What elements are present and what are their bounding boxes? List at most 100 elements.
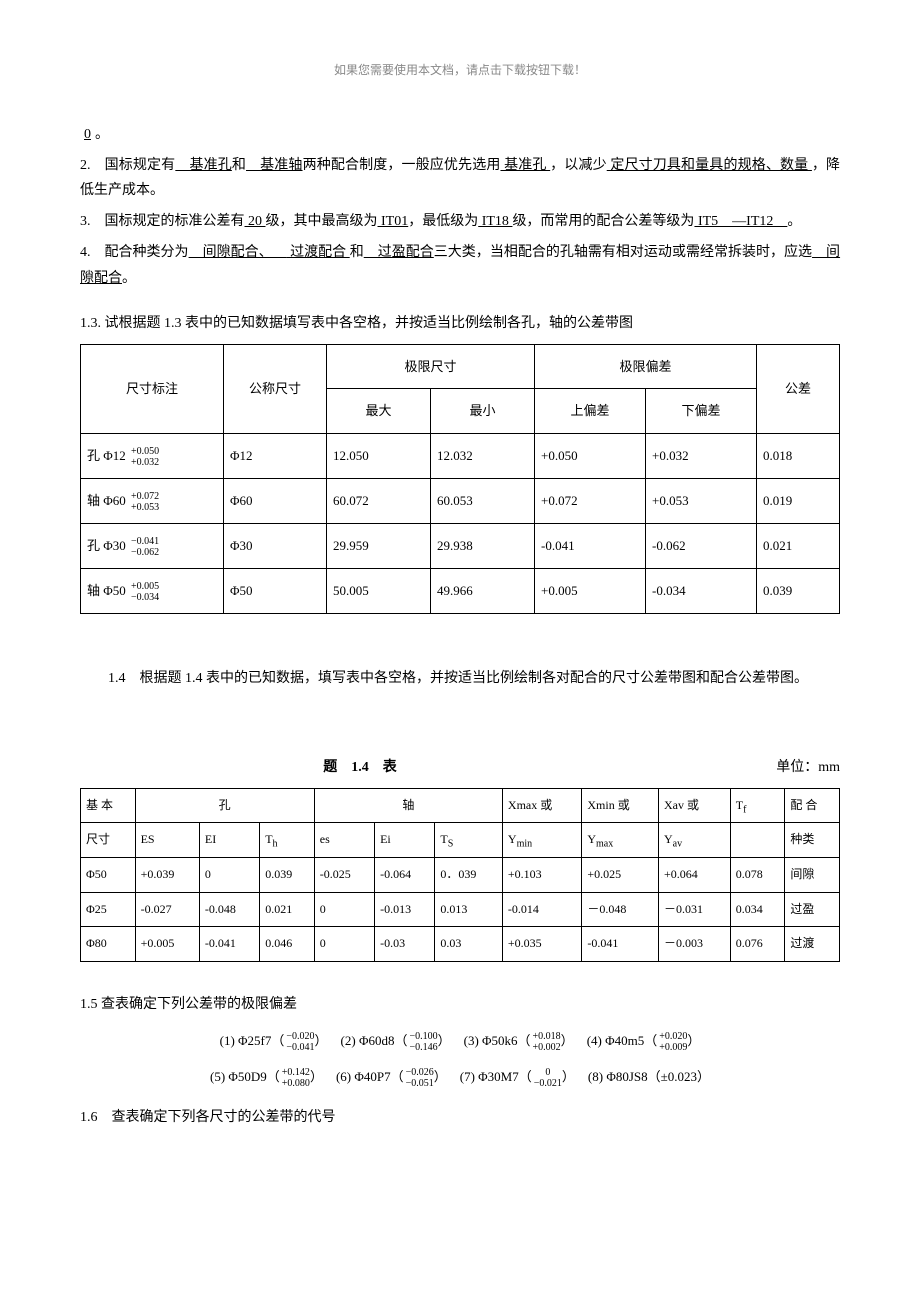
sec16-title: 1.6 查表确定下列各尺寸的公差带的代号 [80,1105,840,1130]
cell: 间隙 [785,857,840,892]
cell: 0.078 [730,857,785,892]
cell-min: 60.053 [431,478,535,523]
th-th: Th [260,823,315,858]
cell-max: 60.072 [327,478,431,523]
q3-f3: IT18 [478,214,512,229]
th-blank [730,823,785,858]
sec15-title: 1.5 查表确定下列公差带的极限偏差 [80,992,840,1017]
cell: 0.03 [435,927,503,962]
tol-item: (1) Φ25f7（−0.020−0.041） [220,1033,328,1048]
table-row: 尺寸 ES EI Th es Ei TS Ymin Ymax Yav 种类 [81,823,840,858]
th-basic: 基 本 [81,788,136,823]
cell-max: 50.005 [327,568,431,613]
cell-nominal: Φ60 [224,478,327,523]
cell: -0.064 [375,857,435,892]
cell-label: 轴 Φ50 +0.005−0.034 [81,568,224,613]
cell: 0.046 [260,927,315,962]
cell-low: -0.062 [646,523,757,568]
cell: 过盈 [785,892,840,927]
table-row: Φ80+0.005-0.0410.0460-0.030.03+0.035-0.0… [81,927,840,962]
th-low: 下偏差 [646,389,757,433]
th-hole: 孔 [135,788,314,823]
cell: －0.031 [658,892,730,927]
th-es2: es [314,823,374,858]
th-nominal: 公称尺寸 [224,344,327,433]
cell-up: +0.050 [535,433,646,478]
q2: 2. 国标规定有 基准孔和 基准轴两种配合制度，一般应优先选用 基准孔 ，以减少… [80,153,840,203]
q1: 0。 [80,122,840,147]
header-note: 如果您需要使用本文档，请点击下载按钮下载！ [80,60,840,82]
cell: -0.041 [199,927,259,962]
cell-label: 轴 Φ60 +0.072+0.053 [81,478,224,523]
cell-up: +0.005 [535,568,646,613]
cell-nominal: Φ12 [224,433,327,478]
q4-f1: 间隙配合、 [189,245,287,260]
q2-m1: 和 [232,158,246,173]
cell-label: 孔 Φ12 +0.050+0.032 [81,433,224,478]
cell: -0.048 [199,892,259,927]
cell-min: 29.938 [431,523,535,568]
cell-max: 12.050 [327,433,431,478]
cell-tol: 0.018 [757,433,840,478]
cell: 0.013 [435,892,503,927]
q3-m2: ，最低级为 [408,214,478,229]
q4-pre: 4. 配合种类分为 [80,245,189,260]
tol-item: (6) Φ40P7（−0.026−0.051） [336,1069,447,1084]
cell: -0.013 [375,892,435,927]
cell-max: 29.959 [327,523,431,568]
cell: 过渡 [785,927,840,962]
cell: +0.103 [502,857,581,892]
table-row: Φ25-0.027-0.0480.0210-0.0130.013-0.014－0… [81,892,840,927]
q4-m3: 。 [122,271,136,286]
table-row: 基 本 孔 轴 Xmax 或 Xmin 或 Xav 或 Tf 配 合 [81,788,840,823]
th-tf: Tf [730,788,785,823]
table-1-3: 尺寸标注 公称尺寸 极限尺寸 极限偏差 公差 最大 最小 上偏差 下偏差 孔 Φ… [80,344,840,614]
q2-f3: 基准孔 [500,158,550,173]
tol-item: (2) Φ60d8（−0.100−0.146） [341,1033,451,1048]
th-dim: 尺寸标注 [81,344,224,433]
q2-pre: 2. 国标规定有 [80,158,175,173]
th-up: 上偏差 [535,389,646,433]
sec14-para: 1.4 根据题 1.4 表中的已知数据，填写表中各空格，并按适当比例绘制各对配合… [80,664,840,695]
th-yav: Yav [658,823,730,858]
cell: 0.076 [730,927,785,962]
cell: -0.014 [502,892,581,927]
cell: -0.025 [314,857,374,892]
cell-tol: 0.019 [757,478,840,523]
th-limit-size: 极限尺寸 [327,344,535,388]
sec13-title: 1.3. 试根据题 1.3 表中的已知数据填写表中各空格，并按适当比例绘制各孔，… [80,311,840,336]
table-row: 轴 Φ60 +0.072+0.053Φ6060.07260.053+0.072+… [81,478,840,523]
cell-min: 12.032 [431,433,535,478]
q2-f1: 基准孔 [175,158,232,173]
cell: -0.03 [375,927,435,962]
cell-low: +0.032 [646,433,757,478]
th-ymax: Ymax [582,823,659,858]
cell: Φ25 [81,892,136,927]
th-ymin: Ymin [502,823,581,858]
cell: +0.025 [582,857,659,892]
q2-f2: 基准轴 [246,158,303,173]
tol-item: (5) Φ50D9（+0.142+0.080） [210,1069,323,1084]
cell: 0.021 [260,892,315,927]
cell-up: -0.041 [535,523,646,568]
sec14-unit: 单位：mm [640,755,840,780]
q4-m2: 三大类，当相配合的孔轴需有相对运动或需经常拆装时，应选 [434,245,812,260]
cell: 0.034 [730,892,785,927]
sec15-row2: (5) Φ50D9（+0.142+0.080） (6) Φ40P7（−0.026… [80,1065,840,1089]
cell-tol: 0.039 [757,568,840,613]
th-size: 尺寸 [81,823,136,858]
q4-f2: 过渡配合 [287,245,350,260]
q3: 3. 国标规定的标准公差有 20 级，其中最高级为 IT01，最低级为 IT18… [80,209,840,234]
th-max: 最大 [327,389,431,433]
q3-m4: 。 [787,214,801,229]
th-limit-dev: 极限偏差 [535,344,757,388]
cell-label: 孔 Φ30 −0.041−0.062 [81,523,224,568]
cell-min: 49.966 [431,568,535,613]
th-type: 配 合 [785,788,840,823]
cell-tol: 0.021 [757,523,840,568]
th-tol: 公差 [757,344,840,433]
cell: 0 [314,927,374,962]
cell: -0.027 [135,892,199,927]
q3-m3: 级，而常用的配合公差等级为 [512,214,694,229]
tol-item: (8) Φ80JS8（±0.023） [588,1069,710,1084]
